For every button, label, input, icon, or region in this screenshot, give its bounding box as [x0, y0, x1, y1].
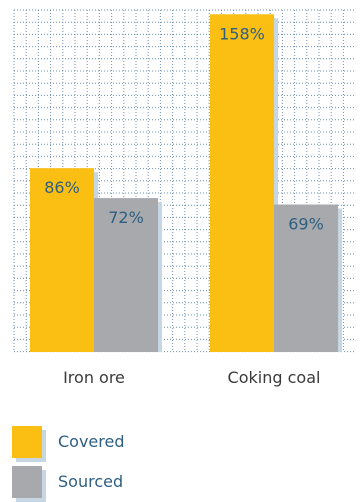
category-label-iron-ore: Iron ore — [63, 368, 125, 387]
chart-bars — [30, 14, 342, 353]
bar-sourced-coking-coal — [274, 204, 338, 352]
data-label-covered-coking-coal: 158% — [219, 24, 265, 43]
bar-covered-coking-coal — [210, 14, 274, 353]
bar-chart: 86% 72% Iron ore 158% 69% Coking coal — [13, 9, 354, 387]
legend-swatch-covered — [12, 426, 42, 458]
data-label-sourced-iron-ore: 72% — [108, 208, 144, 227]
chart-labels: 86% 72% Iron ore 158% 69% Coking coal — [44, 24, 324, 387]
bar-sourced-iron-ore — [94, 198, 158, 352]
data-label-sourced-coking-coal: 69% — [288, 215, 324, 234]
data-label-covered-iron-ore: 86% — [44, 178, 80, 197]
legend-label-sourced: Sourced — [58, 472, 124, 491]
legend-item-covered: Covered — [12, 426, 212, 462]
legend-item-sourced: Sourced — [12, 466, 212, 502]
legend-swatch-sourced — [12, 466, 42, 498]
category-label-coking-coal: Coking coal — [228, 368, 321, 387]
legend-label-covered: Covered — [58, 432, 125, 451]
bar-covered-iron-ore — [30, 168, 94, 352]
